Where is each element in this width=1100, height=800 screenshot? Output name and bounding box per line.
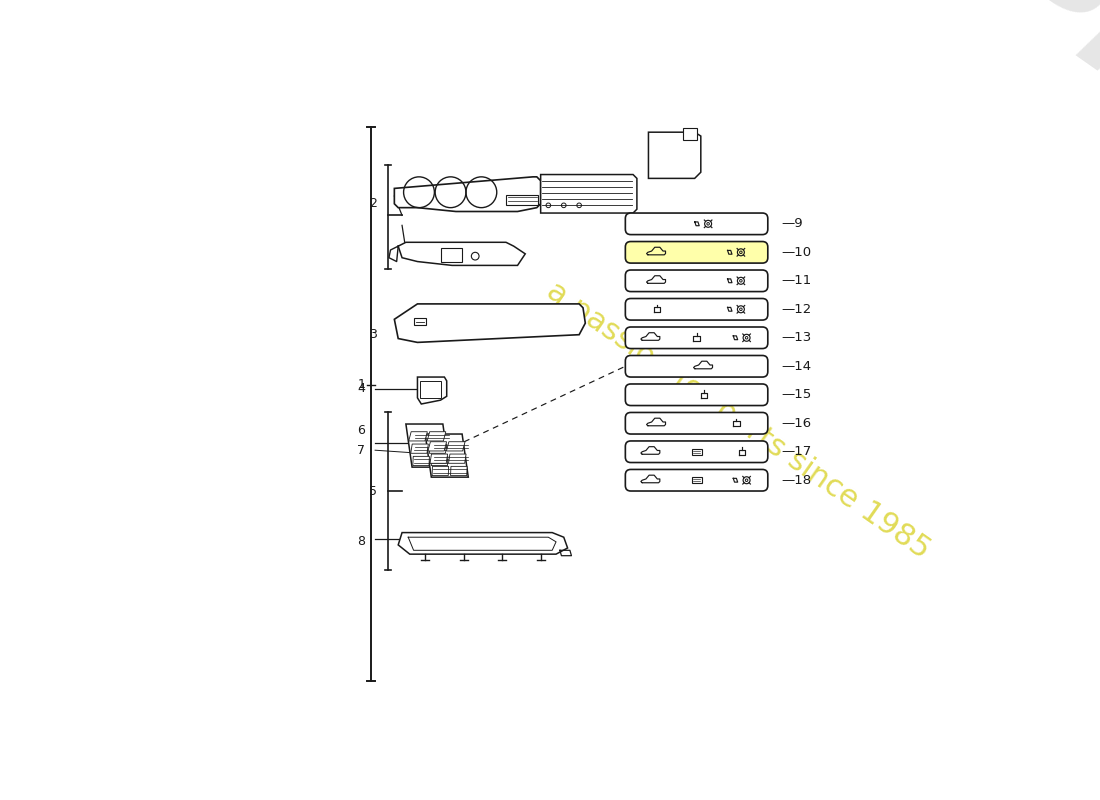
Polygon shape	[410, 444, 428, 454]
Text: 7: 7	[358, 444, 365, 457]
Polygon shape	[449, 454, 466, 463]
Text: —14: —14	[782, 360, 812, 373]
Polygon shape	[447, 442, 465, 451]
Text: —17: —17	[782, 446, 812, 458]
Text: —16: —16	[782, 417, 812, 430]
Polygon shape	[409, 432, 427, 441]
Bar	[683, 128, 697, 140]
Text: 8: 8	[358, 534, 365, 547]
FancyBboxPatch shape	[625, 470, 768, 491]
FancyBboxPatch shape	[625, 327, 768, 349]
FancyBboxPatch shape	[625, 213, 768, 234]
Polygon shape	[398, 533, 568, 554]
FancyBboxPatch shape	[625, 242, 768, 263]
Text: —10: —10	[782, 246, 812, 259]
Text: 6: 6	[358, 425, 365, 438]
Polygon shape	[412, 456, 429, 466]
FancyBboxPatch shape	[625, 441, 768, 462]
Bar	[420, 381, 441, 398]
Text: 1: 1	[358, 378, 365, 391]
Polygon shape	[451, 466, 468, 476]
Text: —11: —11	[782, 274, 812, 287]
Polygon shape	[429, 444, 447, 454]
Polygon shape	[432, 466, 449, 476]
Text: 4: 4	[358, 382, 365, 395]
Text: 2: 2	[370, 198, 377, 210]
Text: —12: —12	[782, 302, 812, 316]
Bar	[440, 248, 462, 262]
Bar	[414, 318, 426, 326]
FancyBboxPatch shape	[625, 270, 768, 291]
Polygon shape	[398, 242, 526, 266]
Polygon shape	[541, 174, 637, 213]
Polygon shape	[418, 377, 447, 404]
Polygon shape	[428, 442, 447, 451]
FancyBboxPatch shape	[625, 298, 768, 320]
Polygon shape	[431, 456, 448, 466]
FancyBboxPatch shape	[625, 384, 768, 406]
Text: —15: —15	[782, 388, 812, 402]
Polygon shape	[425, 434, 469, 477]
Text: —18: —18	[782, 474, 812, 486]
Text: —9: —9	[782, 218, 803, 230]
FancyBboxPatch shape	[625, 355, 768, 377]
Text: a passion for parts since 1985: a passion for parts since 1985	[541, 276, 935, 564]
Bar	[692, 477, 702, 483]
Text: 5: 5	[370, 485, 377, 498]
Polygon shape	[395, 304, 585, 342]
FancyBboxPatch shape	[625, 413, 768, 434]
Text: 3: 3	[370, 328, 377, 341]
Polygon shape	[649, 132, 701, 178]
Polygon shape	[395, 177, 541, 211]
Polygon shape	[427, 432, 446, 441]
Text: —13: —13	[782, 331, 812, 344]
Text: eurospares: eurospares	[680, 0, 1100, 336]
Bar	[692, 449, 702, 455]
Bar	[506, 194, 538, 206]
Polygon shape	[430, 454, 448, 463]
Polygon shape	[406, 424, 449, 467]
